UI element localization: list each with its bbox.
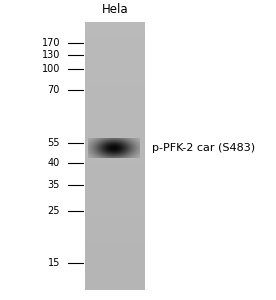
Text: 25: 25 (47, 206, 60, 216)
Text: 55: 55 (47, 138, 60, 148)
Text: p-PFK-2 car (S483): p-PFK-2 car (S483) (152, 143, 255, 153)
Text: 70: 70 (48, 85, 60, 95)
Text: 100: 100 (42, 64, 60, 74)
Text: 40: 40 (48, 158, 60, 168)
Text: 15: 15 (48, 258, 60, 268)
Text: 35: 35 (48, 180, 60, 190)
Text: 170: 170 (41, 38, 60, 48)
Text: 130: 130 (42, 50, 60, 60)
Text: Hela: Hela (102, 3, 128, 16)
Bar (85, 22, 145, 290)
